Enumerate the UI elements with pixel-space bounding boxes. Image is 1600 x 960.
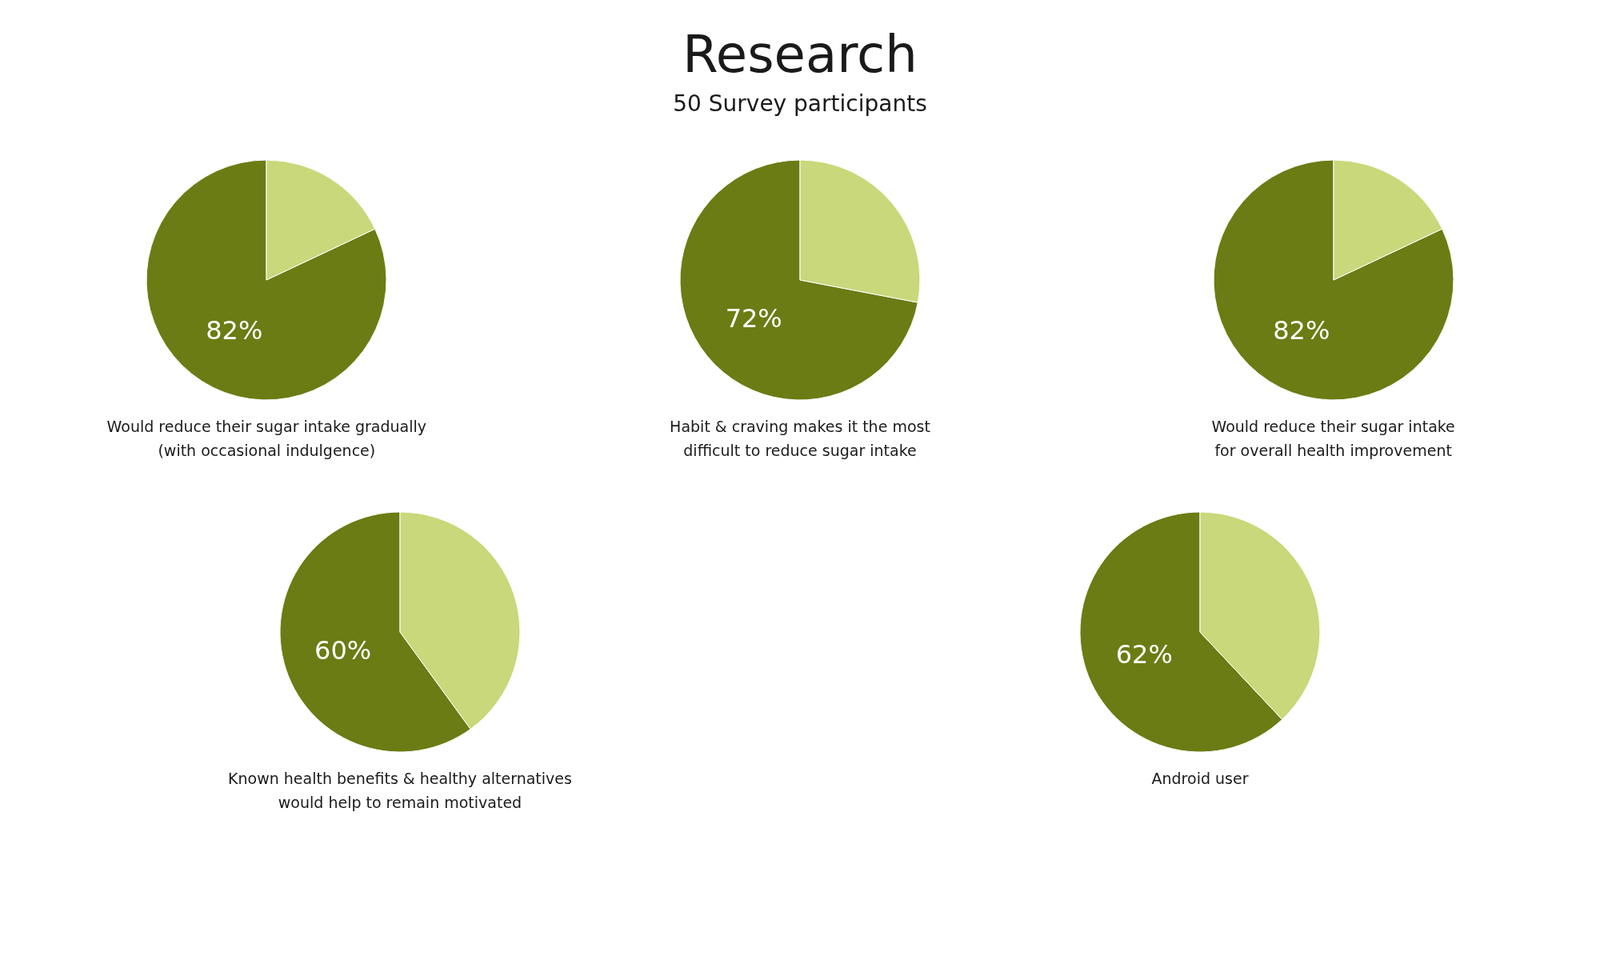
svg-text:60%: 60% — [314, 635, 372, 666]
svg-text:72%: 72% — [725, 303, 783, 334]
html-text:Would reduce their sugar intak: Would reduce their sugar intake graduall… — [106, 417, 427, 460]
html-text:Research: Research — [682, 24, 918, 84]
svg-text:62%: 62% — [1116, 639, 1173, 670]
html-text:Habit & craving makes it the m: Habit & craving makes it the most diffic… — [669, 417, 931, 460]
html-text:Known health benefits & health: Known health benefits & healthy alternat… — [228, 769, 572, 812]
html-text:Android user: Android user — [1151, 769, 1249, 788]
html-text:50 Survey participants: 50 Survey participants — [673, 90, 927, 117]
svg-text:82%: 82% — [1272, 315, 1330, 346]
html-text:Would reduce their sugar intak: Would reduce their sugar intake for over… — [1211, 417, 1456, 460]
svg-text:82%: 82% — [206, 315, 264, 346]
